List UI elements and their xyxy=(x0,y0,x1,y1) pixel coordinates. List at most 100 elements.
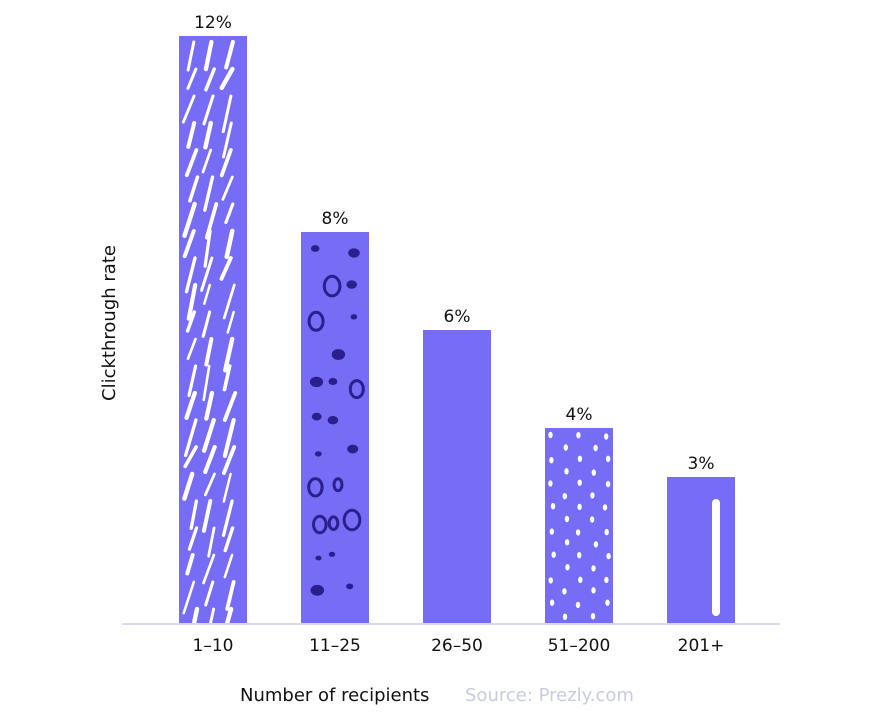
texture-mark xyxy=(577,503,582,511)
texture-mark xyxy=(186,40,196,72)
texture-mark xyxy=(222,121,233,159)
texture-mark xyxy=(186,282,198,321)
texture-mark xyxy=(606,552,611,560)
texture-mark xyxy=(189,499,199,530)
x-axis-title: Number of recipients xyxy=(240,685,429,706)
texture-mark xyxy=(328,551,336,557)
texture-mark xyxy=(549,457,554,464)
texture-mark xyxy=(591,469,596,476)
texture-mark xyxy=(327,515,340,532)
texture-mark xyxy=(590,613,596,620)
texture-mark xyxy=(564,468,569,475)
texture-mark xyxy=(575,601,581,609)
texture-mark xyxy=(576,432,581,439)
texture-mark xyxy=(191,606,200,624)
bar-value-label: 3% xyxy=(688,454,715,474)
texture-mark xyxy=(224,39,235,70)
texture-mark xyxy=(201,148,213,174)
texture-mark xyxy=(346,280,358,289)
texture-mark xyxy=(331,349,346,360)
texture-mark xyxy=(562,493,567,500)
texture-mark xyxy=(310,584,325,596)
texture-mark xyxy=(350,314,358,320)
bar-value-label: 4% xyxy=(566,405,593,425)
texture-mark xyxy=(311,412,322,421)
texture-mark xyxy=(201,499,213,533)
texture-mark xyxy=(219,66,235,91)
texture-mark xyxy=(184,148,199,178)
texture-mark xyxy=(188,175,200,203)
texture-mark xyxy=(327,416,339,425)
texture-mark xyxy=(563,444,568,451)
texture-mark xyxy=(223,553,234,579)
texture-mark xyxy=(578,576,583,583)
texture-mark xyxy=(203,175,215,212)
bar xyxy=(667,477,735,624)
texture-mark xyxy=(577,455,583,462)
texture-mark xyxy=(203,39,214,72)
bar-group xyxy=(667,477,735,624)
texture-mark xyxy=(562,613,568,620)
texture-mark xyxy=(208,607,216,624)
texture-mark xyxy=(182,229,196,259)
texture-mark xyxy=(182,471,195,501)
bar-value-label: 6% xyxy=(444,307,471,327)
texture-mark xyxy=(604,528,609,536)
texture-mark xyxy=(604,433,609,440)
texture-mark xyxy=(551,551,556,558)
texture-mark xyxy=(186,121,197,149)
texture-mark xyxy=(184,390,197,420)
texture-mark xyxy=(550,503,556,510)
texture-mark xyxy=(222,391,238,422)
x-tick-label: 201+ xyxy=(678,636,725,656)
texture-mark xyxy=(605,480,611,488)
texture-mark xyxy=(202,94,215,126)
x-tick-label: 1–10 xyxy=(193,636,234,656)
texture-mark xyxy=(564,515,570,523)
texture-mark xyxy=(223,336,235,373)
texture-mark xyxy=(204,580,215,607)
bar-texture xyxy=(548,431,611,620)
texture-mark xyxy=(605,599,610,606)
texture-mark xyxy=(223,526,235,553)
texture-mark xyxy=(185,553,195,576)
texture-mark xyxy=(548,577,553,584)
texture-mark xyxy=(565,564,570,571)
texture-mark xyxy=(202,364,211,402)
texture-mark xyxy=(183,418,198,458)
texture-mark xyxy=(342,508,362,532)
texture-mark xyxy=(577,479,582,486)
texture-mark xyxy=(562,588,567,595)
texture-mark xyxy=(221,445,237,475)
texture-mark xyxy=(219,148,233,178)
texture-mark xyxy=(224,228,235,260)
texture-mark xyxy=(593,541,599,548)
bar-group xyxy=(179,36,247,624)
texture-mark xyxy=(182,580,196,615)
bars-layer xyxy=(179,36,735,624)
texture-mark xyxy=(589,516,595,523)
texture-mark xyxy=(575,529,581,536)
bar-texture xyxy=(181,39,238,624)
texture-mark xyxy=(590,492,595,499)
texture-mark xyxy=(203,444,217,475)
texture-mark xyxy=(591,587,596,594)
texture-mark xyxy=(605,455,611,462)
texture-mark xyxy=(307,310,325,332)
texture-mark xyxy=(219,256,233,281)
texture-mark xyxy=(593,444,598,452)
x-tick-label: 26–50 xyxy=(431,636,483,656)
source-label: Source: Prezly.com xyxy=(465,685,634,706)
texture-mark xyxy=(200,256,214,292)
y-axis-title: Clickthrough rate xyxy=(99,245,120,401)
texture-mark xyxy=(602,504,608,511)
texture-mark xyxy=(182,201,197,238)
bar xyxy=(423,330,491,624)
texture-mark xyxy=(332,477,344,493)
bar xyxy=(301,232,369,624)
texture-mark xyxy=(201,310,212,338)
labels-layer: 12% 1–10 8% 11–25 6% 26–50 4% 51–200 3% 201+ xyxy=(193,13,725,656)
texture-mark xyxy=(226,310,235,334)
texture-mark xyxy=(314,451,322,457)
texture-mark xyxy=(347,444,359,454)
